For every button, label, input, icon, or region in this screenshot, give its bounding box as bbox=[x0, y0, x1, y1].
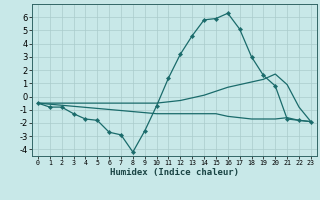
X-axis label: Humidex (Indice chaleur): Humidex (Indice chaleur) bbox=[110, 168, 239, 177]
